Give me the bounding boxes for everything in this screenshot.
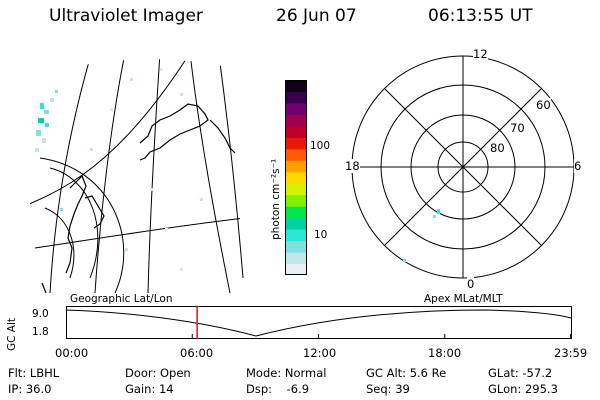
altitude-curve — [66, 309, 572, 337]
colorbar-tick-100: 100 — [310, 140, 331, 152]
mlt-label-12: 12 — [473, 47, 488, 61]
colorbar-band — [285, 194, 307, 207]
orbit-altitude-timeline[interactable] — [66, 306, 572, 340]
timeline-x-tick-2359: 23:59 — [554, 346, 588, 360]
time-label: 06:13:55 UT — [428, 6, 533, 26]
timeline-x-tick-1200: 12:00 — [303, 346, 337, 360]
info-ip: IP: 36.0 — [8, 382, 52, 396]
timeline-right-title: Apex MLat/MLT — [424, 293, 503, 305]
colorbar-tick-10: 10 — [314, 229, 328, 241]
intensity-colorbar — [285, 80, 307, 275]
info-glat: GLat: -57.2 — [488, 366, 553, 380]
info-dsp: Dsp: -6.9 — [246, 382, 310, 396]
mlt-label-0: 0 — [467, 277, 475, 291]
colorbar-band — [285, 171, 307, 184]
colorbar-frame — [285, 80, 307, 275]
aurora-speckles — [35, 68, 203, 271]
instrument-title: Ultraviolet Imager — [49, 6, 203, 26]
colorbar-band — [285, 148, 307, 161]
polar-speckle — [433, 215, 436, 218]
colorbar-band — [285, 252, 307, 265]
timeline-y-tick-low: 1.8 — [32, 326, 49, 338]
date-label: 26 Jun 07 — [276, 6, 357, 26]
timeline-ticks — [66, 334, 572, 339]
info-glon: GLon: 295.3 — [488, 382, 558, 396]
lat-label-80: 80 — [490, 141, 505, 155]
geographic-auroral-image — [30, 59, 245, 293]
colorbar-band — [285, 217, 307, 230]
lat-label-60: 60 — [536, 98, 551, 112]
timeline-y-tick-high: 9.0 — [32, 308, 49, 320]
timeline-left-title: Geographic Lat/Lon — [70, 293, 173, 305]
colorbar-band — [285, 137, 307, 150]
info-gc-alt: GC Alt: 5.6 Re — [366, 366, 447, 380]
polar-mlt-plot — [351, 55, 575, 279]
timeline-x-tick-0000: 00:00 — [55, 346, 89, 360]
colorbar-band — [285, 91, 307, 104]
colorbar-band — [285, 240, 307, 253]
info-mode: Mode: Normal — [246, 366, 327, 380]
colorbar-band — [285, 229, 307, 242]
colorbar-band — [285, 102, 307, 115]
lat-label-70: 70 — [510, 121, 525, 135]
colorbar-band — [285, 160, 307, 173]
info-filter: Flt: LBHL — [8, 366, 60, 380]
colorbar-band — [285, 114, 307, 127]
info-seq: Seq: 39 — [366, 382, 410, 396]
colorbar-band — [285, 206, 307, 219]
timeline-x-tick-0600: 06:00 — [180, 346, 214, 360]
colorbar-band — [285, 183, 307, 196]
colorbar-band — [285, 125, 307, 138]
colorbar-band — [285, 80, 307, 92]
colorbar-unit-label: photon cm⁻²s⁻¹ — [270, 158, 282, 240]
timeline-y-label: GC Alt — [6, 317, 18, 351]
colorbar-band — [285, 263, 307, 275]
timeline-x-tick-1800: 18:00 — [428, 346, 462, 360]
polar-speckle — [437, 209, 440, 214]
info-gain: Gain: 14 — [125, 382, 174, 396]
mlt-label-6: 6 — [574, 159, 582, 173]
polar-speckle — [403, 259, 406, 262]
info-door: Door: Open — [125, 366, 191, 380]
mlt-label-18: 18 — [345, 159, 360, 173]
